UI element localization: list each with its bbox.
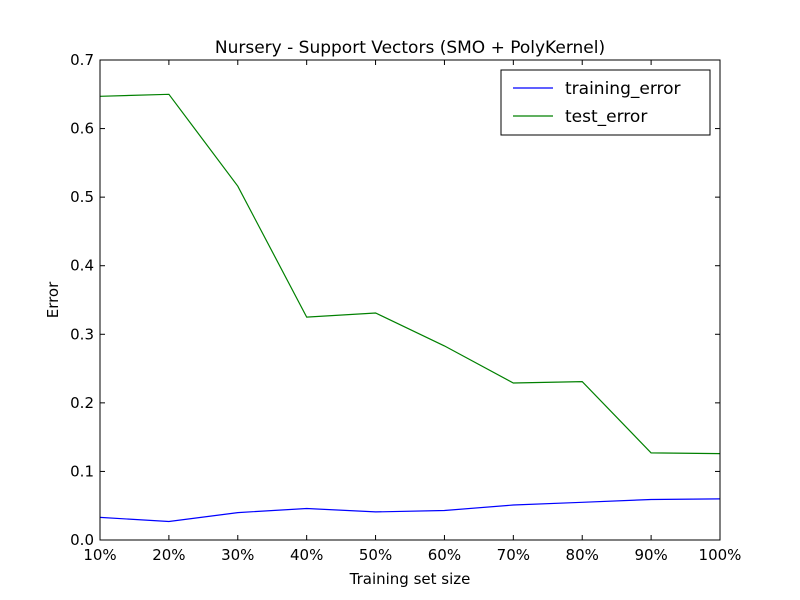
x-tick-label: 90%	[634, 546, 667, 564]
x-tick-label: 50%	[359, 546, 392, 564]
legend-box	[500, 69, 711, 136]
x-axis-label: Training set size	[349, 570, 471, 588]
x-tick-label: 30%	[221, 546, 254, 564]
y-tick-label: 0.1	[70, 462, 94, 480]
legend-label-training-error: training_error	[565, 79, 681, 99]
x-tick-label: 80%	[566, 546, 599, 564]
x-tick-label: 10%	[83, 546, 116, 564]
plot-area	[99, 93, 721, 523]
y-tick-label: 0.6	[70, 120, 94, 138]
y-tick-label: 0.2	[70, 394, 94, 412]
y-tick-label: 0.0	[70, 531, 94, 549]
y-axis-label: Error	[44, 281, 62, 318]
x-tick-label: 20%	[152, 546, 185, 564]
x-tick-label: 70%	[497, 546, 530, 564]
y-tick-label: 0.3	[70, 325, 94, 343]
plot-frame	[99, 59, 721, 541]
y-tick-label: 0.5	[70, 188, 94, 206]
x-tick-label: 60%	[428, 546, 461, 564]
legend: training_error test_error	[500, 69, 711, 136]
legend-label-test-error: test_error	[565, 107, 647, 127]
series-line-test-error	[99, 93, 721, 455]
chart-title: Nursery - Support Vectors (SMO + PolyKer…	[215, 38, 605, 58]
series-line-training-error	[99, 498, 721, 523]
x-tick-label: 40%	[290, 546, 323, 564]
axis-ticks: 10% 20% 30% 40% 50% 60% 70% 80% 90% 100% 0.0 0.1 0.2…	[70, 51, 741, 564]
x-tick-label: 100%	[699, 546, 742, 564]
y-tick-label: 0.7	[70, 51, 94, 69]
y-tick-label: 0.4	[70, 257, 94, 275]
